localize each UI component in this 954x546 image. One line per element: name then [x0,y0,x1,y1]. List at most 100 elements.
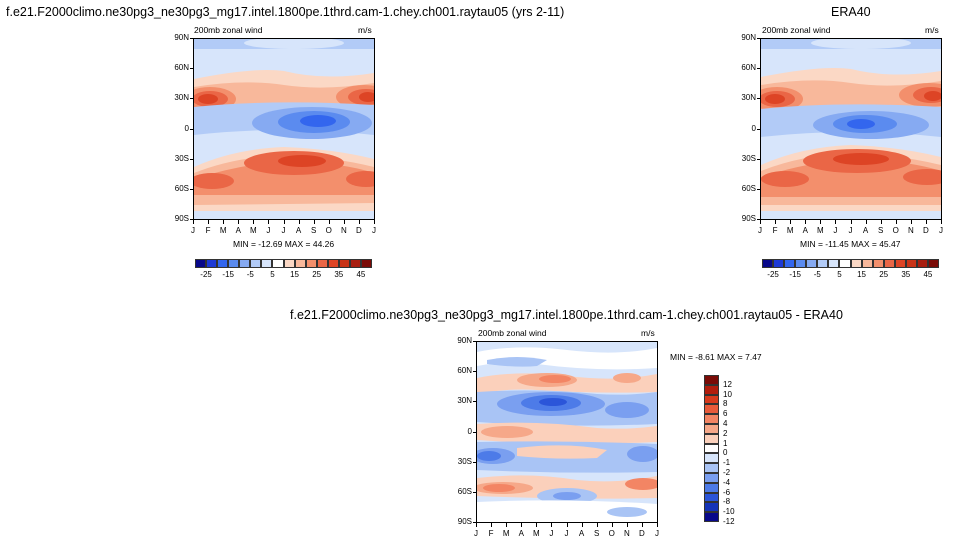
panel3-colorbar [704,375,719,522]
panel3-y-tick-mark [473,401,476,403]
panel3-y-tick-mark [473,491,476,493]
panel1-x-tick-mark [343,220,345,224]
panel2-x-tick-mark [925,220,927,224]
panel3-x-tick-mark [611,523,613,527]
panel1-colorbar-box [338,259,350,268]
panel2-x-tick: J [833,226,838,235]
panel1-y-tick-mark [190,98,193,100]
panel1-x-tick-mark [223,220,225,224]
panel3-x-tick: J [549,529,554,538]
panel3-min-max: MIN = -8.61 MAX = 7.47 [670,352,762,362]
panel1-x-tick-mark [193,220,194,224]
panel1-y-tick-mark [190,219,193,220]
panel1-title: f.e21.F2000climo.ne30pg3_ne30pg3_mg17.in… [6,5,565,19]
panel1-x-tick: M [219,226,227,235]
panel2-units: m/s [925,25,939,35]
panel2-x-tick: J [939,226,943,235]
panel2-colorbar-box [905,259,917,268]
panel2-plot-area [760,38,942,220]
panel3-colorbar-label: 8 [723,399,728,409]
panel3-x-tick-mark [566,523,568,527]
panel3-x-tick: F [488,529,494,538]
panel2-y-tick: 60S [741,183,756,193]
panel1-colorbar-box [239,259,251,268]
panel3-y-tick: 60N [457,366,472,376]
panel3-colorbar-label: 12 [723,379,732,389]
panel2-x-tick-mark [790,220,792,224]
panel2-y-tick-mark [757,188,760,190]
panel1-x-tick: A [295,226,302,235]
panel2-y-tick: 30N [741,93,756,103]
panel2-x-tick: S [877,226,884,235]
panel3-colorbar-box [704,473,719,483]
panel2-colorbar-label: 15 [857,270,867,279]
panel2-colorbar [762,259,939,268]
panel2-y-tick-mark [757,158,760,160]
panel3-x-tick: A [518,529,524,538]
panel2-colorbar-box [773,259,785,268]
panel3-y-tick: 60S [457,486,472,496]
panel2-colorbar-label: -25 [767,270,779,279]
panel2-x-tick-mark [850,220,852,224]
panel2-x-tick: M [816,226,824,235]
panel1-y-tick: 90S [174,214,189,223]
panel3-x-tick-mark [506,523,508,527]
panel2-colorbar-box [839,259,851,268]
panel3-colorbar-label: 10 [723,389,732,399]
panel3-x-tick: J [564,529,569,538]
panel1-x-tick-mark [253,220,255,224]
panel2-colorbar-label: -15 [789,270,801,279]
panel3-x-tick-mark [641,523,643,527]
panel1-x-tick: J [191,226,195,235]
panel1-colorbar [195,259,372,268]
panel2-x-tick: F [772,226,778,235]
panel3-y-tick: 90S [457,517,472,526]
panel3-x-tick-mark [596,523,598,527]
panel3-colorbar-label: -1 [723,458,731,468]
panel2-min-max: MIN = -11.45 MAX = 45.47 [800,239,901,249]
panel1-x-tick-mark [268,220,270,224]
panel2-y-tick-mark [757,38,760,39]
panel1-x-tick: N [340,226,347,235]
panel1-x-tick-mark [238,220,240,224]
panel1-y-tick: 30S [174,153,189,163]
panel2-x-tick-mark [835,220,837,224]
panel1-x-tick: O [325,226,332,235]
panel3-colorbar-box [704,492,719,503]
panel2-y-tick: 0 [751,123,756,133]
panel3-x-tick-mark [476,523,477,527]
panel3-colorbar-label: -8 [723,497,731,507]
panel1-colorbar-box [261,259,273,268]
panel2-y-tick: 90S [741,214,756,223]
panel2-title: ERA40 [831,5,871,19]
panel1-colorbar-box [283,259,295,268]
panel1-x-tick: S [310,226,317,235]
panel3-colorbar-box [704,502,719,513]
panel2-colorbar-label: 5 [837,270,842,279]
panel3-title: f.e21.F2000climo.ne30pg3_ne30pg3_mg17.in… [290,308,843,322]
panel1-colorbar-label: 25 [312,270,322,279]
panel2-x-tick: D [923,226,929,235]
panel2-colorbar-box [916,259,928,268]
panel2-x-tick-mark [865,220,867,224]
panel2-left-label: 200mb zonal wind [762,25,831,35]
panel3-y-tick: 30S [457,456,472,466]
panel1-y-tick: 0 [184,123,189,133]
panel3-colorbar-label: -2 [723,468,731,477]
panel1-y-tick-mark [190,128,193,130]
panel1-x-tick: J [266,226,271,235]
panel1-x-tick: M [249,226,257,235]
panel1-min-max: MIN = -12.69 MAX = 44.26 [233,239,335,249]
panel1-colorbar-box [206,259,218,268]
panel3-x-tick: S [593,529,600,538]
panel2-colorbar-box [927,259,939,268]
panel1-x-tick-mark [374,220,375,224]
panel1-x-tick: J [281,226,286,235]
panel3-x-tick: D [639,529,645,538]
panel2-x-tick: J [848,226,853,235]
panel3-x-tick-mark [581,523,583,527]
panel1-x-tick: D [356,226,362,235]
panel3-x-tick: J [655,529,659,538]
panel3-y-tick-mark [473,461,476,463]
panel2-y-tick-mark [757,68,760,70]
